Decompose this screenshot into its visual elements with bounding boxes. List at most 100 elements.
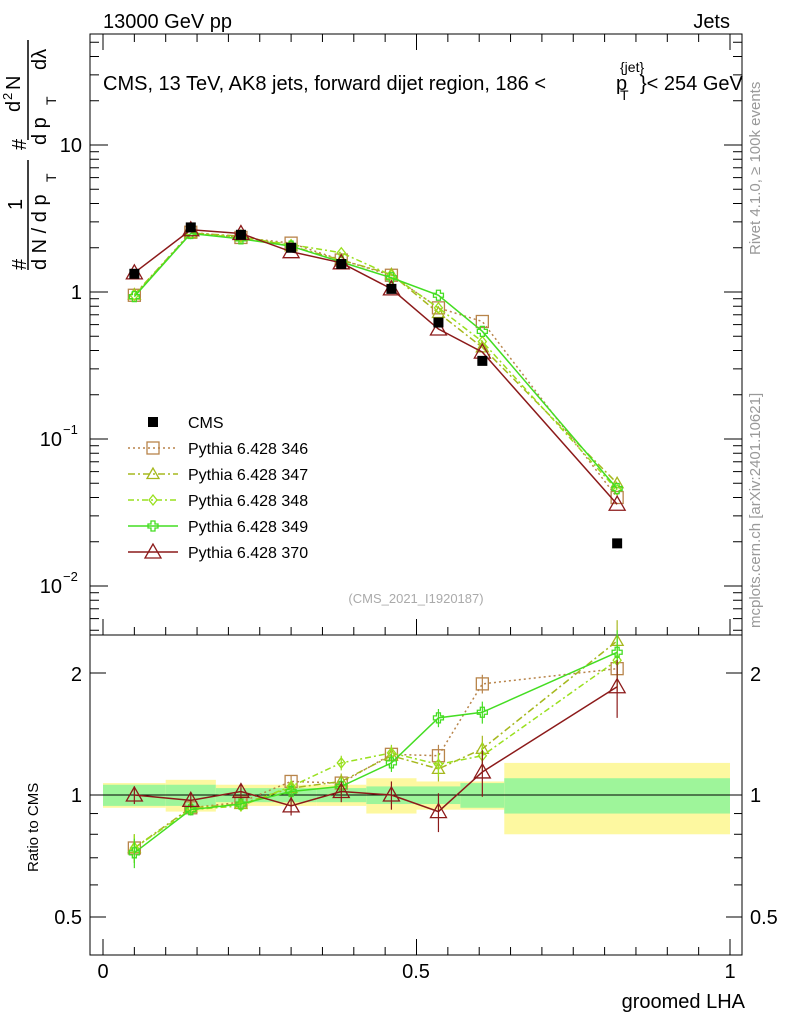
ylabel-dp: d p (29, 117, 51, 145)
axis-tick-marks (90, 34, 742, 955)
ratio-band-inner (504, 778, 730, 814)
cms-data-point (612, 538, 623, 549)
series-main-marker (128, 290, 140, 303)
series-ratio-line (133, 640, 618, 849)
legend-label: Pythia 6.428 347 (188, 467, 308, 484)
ratio-tick-1-right: 1 (750, 785, 761, 807)
series-ratio-marker (185, 804, 197, 816)
series-main-marker (475, 314, 489, 329)
ratio-tick-0.5: 0.5 (54, 907, 82, 929)
x-axis-label: groomed LHA (622, 991, 746, 1013)
ylabel-d: d (3, 101, 25, 112)
series-ratio-marker (385, 757, 398, 769)
cms-data-point (433, 317, 444, 328)
reference-label: (CMS_2021_I1920187) (348, 591, 483, 606)
series-ratio-marker (231, 782, 251, 799)
legend-marker (148, 493, 158, 507)
series-ratio-marker (475, 677, 489, 691)
cms-data-point (235, 229, 246, 240)
series-ratio-marker (473, 762, 492, 779)
mcplots-label: mcplots.cern.ch [arXiv:2401.10621] (747, 393, 764, 628)
plot-title-jet: {jet} (620, 59, 644, 75)
tick-label-0.1: 10 (40, 429, 62, 451)
energy-label: 13000 GeV pp (103, 11, 232, 33)
ylabel-one: 1 (5, 199, 27, 210)
series-ratio-marker (476, 706, 488, 718)
series-ratio-marker (235, 798, 247, 810)
series-main-marker (431, 305, 446, 319)
ratio-tick-1: 1 (71, 785, 82, 807)
legend-label: Pythia 6.428 370 (188, 545, 308, 562)
series-main-marker (433, 301, 444, 314)
ratio-tick-0.5-right: 0.5 (750, 907, 778, 929)
x-tick-0: 0 (97, 961, 108, 983)
cms-data-point (129, 268, 140, 279)
plot-title-main: CMS, 13 TeV, AK8 jets, forward dijet reg… (103, 73, 546, 95)
series-ratio-marker (281, 796, 301, 813)
plot-title-T: T (620, 87, 629, 103)
plot-title-p: p (616, 73, 627, 95)
tick-label-1: 1 (71, 282, 82, 304)
ylabel-T1: T (43, 173, 59, 182)
series-ratio-marker (128, 847, 140, 859)
ylabel-N: N (3, 76, 25, 90)
series-main-marker (611, 482, 623, 495)
series-main-line (133, 229, 618, 505)
legend-marker (145, 466, 161, 480)
x-tick-1: 1 (724, 961, 735, 983)
legend-label-cms: CMS (188, 415, 224, 432)
series-ratio-marker (429, 802, 448, 819)
legend-label: Pythia 6.428 349 (188, 519, 308, 536)
series-ratio-marker (382, 785, 401, 802)
tick-label-0.01-exp: −2 (63, 569, 78, 584)
cms-data-point (477, 355, 488, 366)
ylabel-hash2: # (9, 138, 31, 150)
main-y-ticks: 10 1 10 −1 10 −2 (40, 135, 82, 598)
cms-data-point (386, 283, 397, 294)
legend-marker (143, 542, 163, 559)
ratio-y-axis-label: Ratio to CMS (25, 783, 42, 872)
ratio-tick-2-right: 2 (750, 664, 761, 686)
series-ratio-marker (125, 785, 144, 802)
legend-marker (146, 441, 160, 455)
main-y-axis-label: # 1 d N / d p T # d p T d 2 N dλ (0, 40, 59, 270)
legend-marker (147, 520, 159, 532)
legend-label: Pythia 6.428 348 (188, 493, 308, 510)
cms-data-point (185, 222, 196, 233)
tick-label-0.01: 10 (40, 576, 62, 598)
rivet-label: Rivet 4.1.0, ≥ 100k events (747, 82, 764, 255)
legend: CMS Pythia 6.428 346 Pythia 6.428 347 Pythi… (128, 415, 308, 562)
series-ratio-marker (285, 785, 297, 798)
plot-title: CMS, 13 TeV, AK8 jets, forward dijet reg… (103, 59, 744, 103)
legend-marker-cms (148, 417, 158, 427)
series-ratio-marker (336, 756, 347, 769)
series-main-line (133, 232, 618, 484)
series-ratio-marker (332, 782, 351, 799)
ratio-y-ticks: 2 1 0.5 2 1 0.5 (54, 664, 778, 929)
series-main-marker (477, 335, 488, 348)
series-ratio-marker (433, 758, 444, 771)
series-ratio-marker (432, 712, 445, 724)
series-main-marker (429, 319, 448, 336)
data-points (129, 222, 623, 549)
ylabel-T2: T (43, 96, 59, 105)
series-main-marker (385, 272, 398, 284)
process-label: Jets (693, 11, 730, 33)
ylabel-hash1: # (9, 258, 31, 270)
tick-label-0.1-exp: −1 (63, 422, 78, 437)
series-main-marker (608, 494, 627, 511)
series-main-marker (432, 289, 445, 301)
cms-data-point (336, 259, 347, 270)
series-ratio-marker (611, 646, 623, 658)
legend-label: Pythia 6.428 346 (188, 441, 308, 458)
series-ratio-marker (181, 791, 200, 808)
series-main-marker (476, 325, 488, 337)
series-main-marker (336, 246, 347, 259)
ylabel-dN: d N / d p (29, 194, 51, 270)
ylabel-dlambda: dλ (29, 49, 51, 70)
plot-title-end: }< 254 GeV (640, 73, 744, 95)
cms-data-point (286, 242, 297, 253)
ratio-tick-2: 2 (71, 664, 82, 686)
series-ratio-marker (608, 677, 627, 694)
